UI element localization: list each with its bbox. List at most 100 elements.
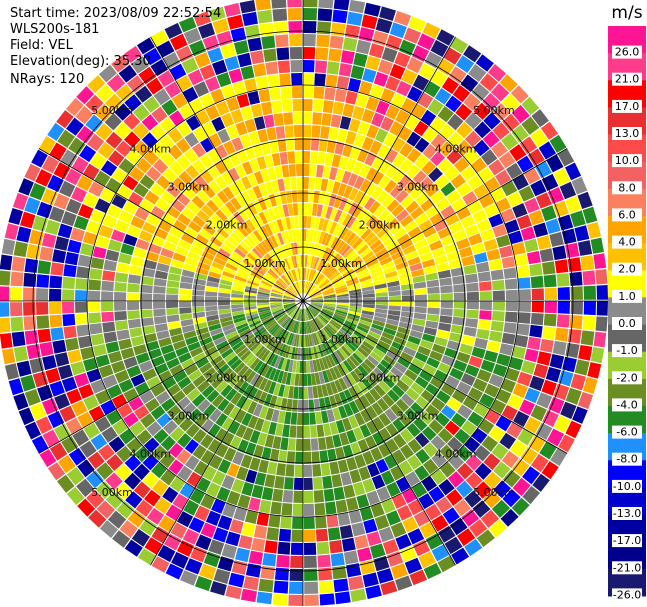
velocity-gate: [372, 274, 385, 282]
velocity-gate: [402, 516, 419, 533]
velocity-gate: [281, 503, 293, 516]
velocity-gate: [318, 278, 329, 288]
velocity-gate: [189, 245, 203, 256]
velocity-gate: [531, 288, 544, 300]
velocity-gate: [423, 563, 442, 580]
velocity-gate: [390, 366, 404, 379]
velocity-gate: [49, 288, 62, 301]
velocity-gate: [270, 354, 279, 367]
velocity-gate: [283, 296, 296, 300]
velocity-gate: [271, 307, 284, 313]
velocity-gate: [249, 430, 261, 444]
velocity-gate: [359, 193, 371, 207]
velocity-gate: [124, 94, 142, 112]
velocity-gate: [176, 121, 192, 137]
velocity-gate: [335, 289, 348, 294]
velocity-gate: [41, 233, 57, 248]
velocity-gate: [388, 295, 401, 301]
velocity-gate: [8, 208, 23, 225]
velocity-gate: [339, 328, 351, 338]
velocity-gate: [289, 270, 296, 282]
velocity-gate: [213, 231, 226, 243]
velocity-gate: [228, 215, 241, 228]
velocity-gate: [320, 261, 328, 273]
velocity-gate: [408, 16, 426, 32]
velocity-gate: [375, 292, 388, 297]
velocity-gate: [397, 357, 411, 369]
velocity-gate: [283, 302, 296, 307]
velocity-gate: [300, 255, 303, 267]
velocity-gate: [168, 459, 184, 475]
velocity-gate: [199, 362, 213, 374]
velocity-gate: [332, 223, 342, 236]
velocity-gate: [308, 269, 314, 281]
velocity-gate: [222, 323, 235, 332]
velocity-gate: [542, 410, 559, 428]
velocity-gate: [334, 282, 346, 289]
velocity-gate: [357, 148, 369, 163]
velocity-gate: [255, 76, 269, 90]
velocity-gate: [288, 256, 295, 269]
velocity-gate: [308, 177, 316, 190]
velocity-gate: [521, 96, 540, 115]
velocity-gate: [336, 332, 347, 343]
velocity-gate: [327, 268, 338, 279]
velocity-gate: [512, 477, 531, 497]
velocity-gate: [284, 303, 296, 310]
velocity-gate: [186, 471, 202, 488]
velocity-gate: [16, 226, 32, 243]
velocity-gate: [356, 39, 371, 55]
velocity-gate: [357, 121, 370, 136]
velocity-gate: [315, 515, 327, 529]
velocity-gate: [98, 224, 114, 239]
velocity-gate: [471, 242, 486, 255]
velocity-gate: [407, 148, 422, 163]
velocity-gate: [411, 268, 425, 278]
velocity-gate: [240, 106, 254, 121]
velocity-gate: [303, 360, 307, 373]
velocity-gate: [268, 268, 279, 279]
velocity-gate: [369, 327, 383, 336]
velocity-gate: [436, 390, 451, 404]
velocity-gate: [329, 35, 344, 49]
velocity-gate: [380, 359, 393, 371]
velocity-gate: [283, 299, 295, 301]
velocity-gate: [271, 152, 281, 166]
velocity-gate: [170, 259, 184, 269]
velocity-gate: [323, 297, 336, 300]
velocity-gate: [59, 405, 76, 423]
velocity-gate: [298, 373, 303, 386]
velocity-gate: [270, 501, 282, 515]
velocity-gate: [329, 272, 341, 281]
velocity-gate: [95, 84, 115, 103]
velocity-gate: [478, 193, 495, 209]
velocity-gate: [206, 482, 221, 498]
velocity-gate: [192, 239, 206, 251]
velocity-gate: [184, 439, 199, 454]
velocity-gate: [195, 109, 211, 126]
velocity-gate: [271, 289, 284, 295]
velocity-gate: [0, 286, 10, 301]
velocity-gate: [160, 435, 176, 452]
radial-line: [302, 300, 456, 566]
velocity-gate: [562, 356, 577, 373]
velocity-gate: [336, 304, 349, 308]
velocity-gate: [373, 279, 387, 286]
velocity-gate: [293, 282, 300, 294]
velocity-gate: [312, 319, 320, 331]
velocity-gate: [375, 344, 388, 354]
velocity-gate: [378, 443, 391, 458]
velocity-gate: [328, 339, 338, 351]
velocity-gate: [295, 282, 301, 294]
velocity-gate: [412, 74, 430, 91]
velocity-gate: [231, 310, 245, 316]
velocity-gate: [436, 329, 450, 340]
velocity-gate: [545, 218, 561, 234]
velocity-gate: [50, 327, 64, 341]
velocity-gate: [338, 63, 353, 77]
velocity-gate: [59, 180, 76, 198]
velocity-gate: [23, 287, 36, 301]
velocity-gate: [272, 286, 285, 293]
velocity-gate: [480, 359, 496, 373]
velocity-gate: [434, 88, 452, 105]
